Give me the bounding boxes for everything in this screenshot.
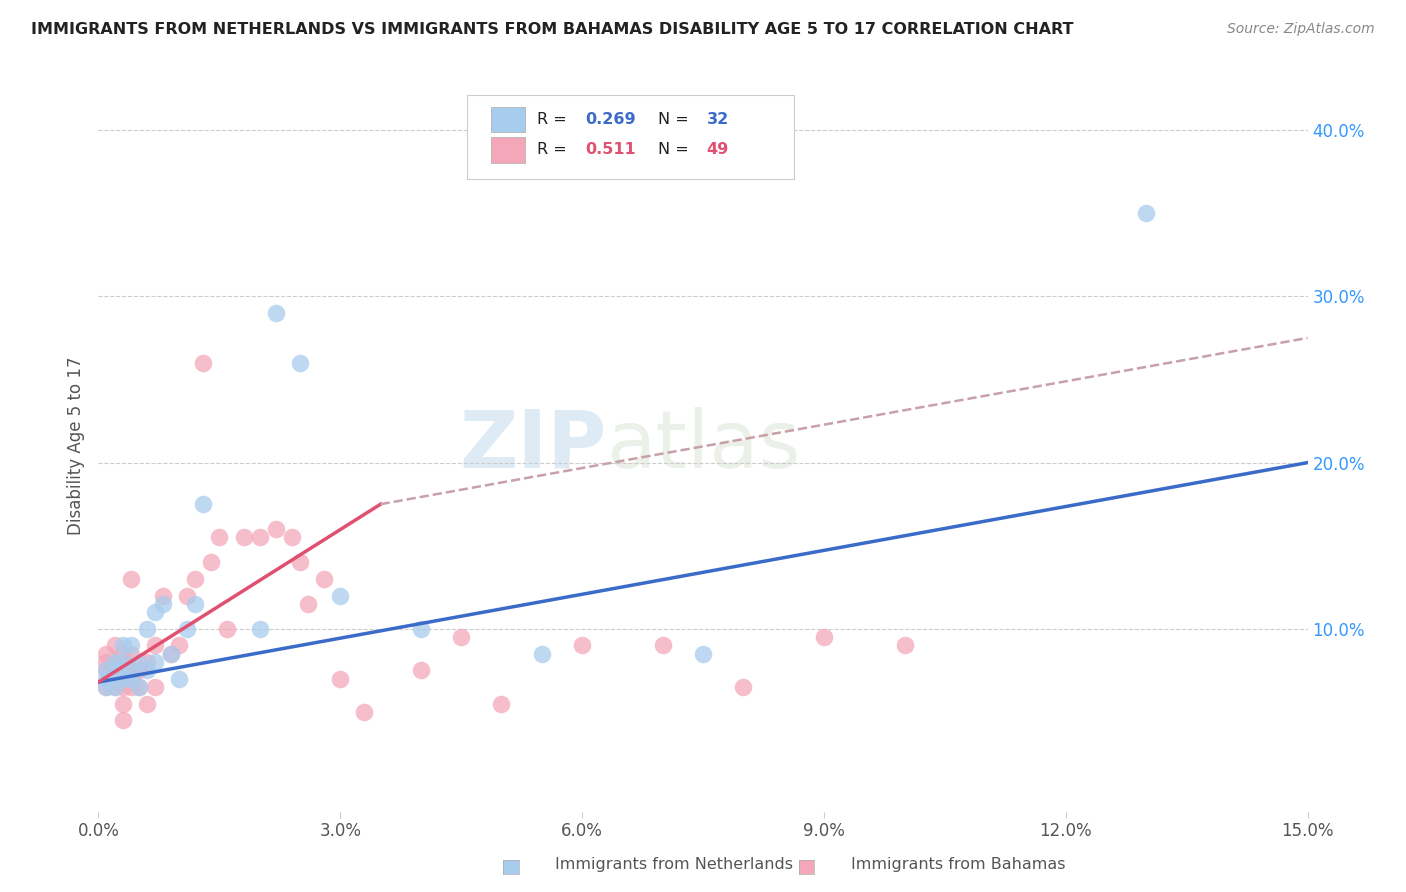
Text: 49: 49 (707, 142, 728, 157)
Text: N =: N = (658, 112, 695, 127)
Text: atlas: atlas (606, 407, 800, 485)
Point (813, 630, 835, 644)
Point (184, 572, 207, 586)
Point (249, 622, 271, 636)
Point (152, 597, 174, 611)
Point (176, 622, 198, 636)
Point (120, 639, 142, 653)
Text: R =: R = (537, 112, 572, 127)
Text: Immigrants from Netherlands: Immigrants from Netherlands (555, 857, 793, 872)
Point (200, 555, 222, 569)
Point (353, 705, 375, 719)
Y-axis label: Disability Age 5 to 17: Disability Age 5 to 17 (66, 357, 84, 535)
Point (217, 622, 239, 636)
Point (120, 680, 142, 694)
Point (329, 589, 352, 603)
Point (167, 672, 190, 686)
Point (530, 647, 553, 661)
Point (733, 680, 755, 694)
Point (96, 680, 118, 694)
Point (128, 664, 150, 678)
Point (128, 680, 150, 694)
Text: N =: N = (658, 142, 695, 157)
Point (651, 639, 673, 653)
Text: Immigrants from Bahamas: Immigrants from Bahamas (851, 857, 1066, 872)
Point (96, 664, 118, 678)
Point (111, 672, 134, 686)
Text: 32: 32 (707, 112, 728, 127)
Point (135, 655, 157, 669)
Point (111, 714, 134, 728)
Point (111, 697, 134, 711)
Point (208, 530, 231, 544)
Point (143, 605, 166, 619)
Point (329, 672, 352, 686)
Point (409, 622, 432, 636)
Point (96, 664, 118, 678)
Point (264, 306, 287, 320)
Point (281, 530, 304, 544)
Point (120, 664, 142, 678)
Point (128, 655, 150, 669)
Point (184, 597, 207, 611)
FancyBboxPatch shape (467, 95, 793, 179)
Point (143, 639, 166, 653)
Point (135, 664, 157, 678)
Point (120, 672, 142, 686)
Point (128, 680, 150, 694)
Point (103, 680, 125, 694)
FancyBboxPatch shape (492, 137, 526, 163)
Text: 0.269: 0.269 (586, 112, 637, 127)
Point (120, 647, 142, 661)
Point (893, 639, 915, 653)
Point (193, 497, 215, 511)
Point (167, 639, 190, 653)
Point (288, 356, 311, 370)
Point (152, 589, 174, 603)
Point (232, 530, 254, 544)
Point (692, 647, 714, 661)
Point (111, 655, 134, 669)
Text: R =: R = (537, 142, 572, 157)
Point (143, 655, 166, 669)
Text: Source: ZipAtlas.com: Source: ZipAtlas.com (1227, 22, 1375, 37)
Point (297, 597, 319, 611)
Point (135, 622, 157, 636)
Point (160, 647, 183, 661)
Text: 0.511: 0.511 (586, 142, 637, 157)
Point (160, 647, 183, 661)
Point (96, 655, 118, 669)
Point (571, 639, 593, 653)
Point (491, 697, 513, 711)
Point (96, 672, 118, 686)
Point (120, 664, 142, 678)
Point (103, 655, 125, 669)
Point (249, 530, 271, 544)
Point (103, 664, 125, 678)
Point (103, 664, 125, 678)
Text: IMMIGRANTS FROM NETHERLANDS VS IMMIGRANTS FROM BAHAMAS DISABILITY AGE 5 TO 17 CO: IMMIGRANTS FROM NETHERLANDS VS IMMIGRANT… (31, 22, 1073, 37)
Point (103, 639, 125, 653)
Point (96, 647, 118, 661)
Point (103, 680, 125, 694)
Text: ZIP: ZIP (458, 407, 606, 485)
Point (264, 522, 287, 536)
Point (111, 664, 134, 678)
Point (111, 680, 134, 694)
Point (120, 572, 142, 586)
Point (143, 680, 166, 694)
Point (111, 647, 134, 661)
Point (314, 572, 336, 586)
Point (96, 680, 118, 694)
Point (103, 655, 125, 669)
Point (450, 630, 472, 644)
Point (288, 555, 311, 569)
Point (111, 639, 134, 653)
FancyBboxPatch shape (492, 107, 526, 132)
Point (1135, 206, 1157, 220)
Point (193, 356, 215, 370)
Point (135, 697, 157, 711)
Point (409, 664, 432, 678)
Point (176, 589, 198, 603)
